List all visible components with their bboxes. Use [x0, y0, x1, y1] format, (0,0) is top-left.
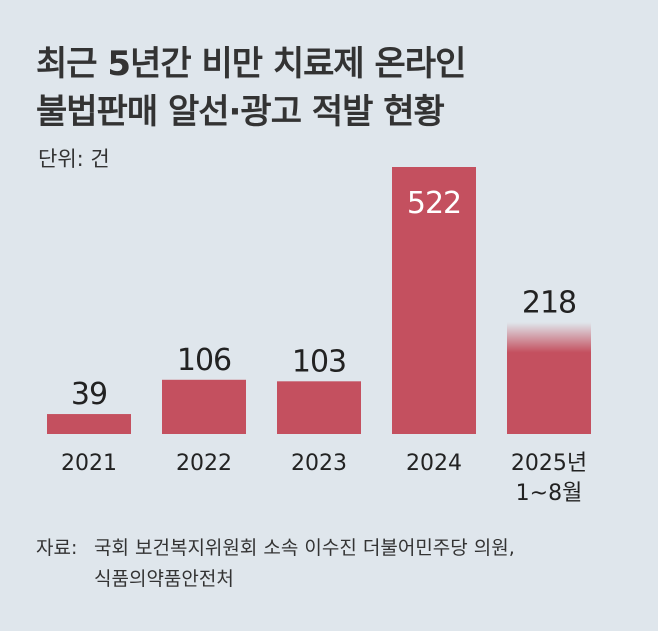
bar-2	[277, 381, 361, 434]
unit-label: 단위: 건	[38, 147, 110, 171]
value-label-4: 218	[522, 285, 576, 320]
source-line-1: 국회 보건복지위원회 소속 이수진 더불어민주당 의원,	[94, 537, 515, 559]
value-label-2: 103	[292, 344, 346, 379]
category-label-3: 2024	[406, 451, 462, 476]
source-label: 자료:	[36, 537, 78, 559]
category-label-line: 2023	[291, 451, 347, 476]
source-note: 자료: 국회 보건복지위원회 소속 이수진 더불어민주당 의원, 식품의약품안전…	[36, 533, 515, 595]
source-line-2: 식품의약품안전처	[94, 568, 234, 590]
title-line-2: 불법판매 알선·광고 적발 현황	[36, 92, 445, 132]
category-label-4: 2025년 1~8월	[511, 451, 587, 506]
category-label-line: 2021	[61, 451, 117, 476]
category-label-line: 1~8월	[516, 481, 583, 506]
bar-chart: 39 2021 106 2022 103 2023 522 2024 218 2025년 1~8월	[47, 167, 591, 506]
value-label-3: 522	[407, 186, 461, 221]
category-label-2: 2023	[291, 451, 347, 476]
category-label-line: 2024	[406, 451, 462, 476]
category-label-line: 2025년	[511, 451, 587, 476]
bar-1	[162, 379, 246, 434]
value-label-1: 106	[177, 343, 231, 378]
category-label-line: 2022	[176, 451, 232, 476]
bar-fade-4	[507, 322, 591, 353]
bar-0	[47, 414, 131, 434]
value-label-0: 39	[71, 377, 107, 412]
title-line-1: 최근 5년간 비만 치료제 온라인	[36, 44, 466, 84]
chart-title: 최근 5년간 비만 치료제 온라인 불법판매 알선·광고 적발 현황	[36, 40, 466, 136]
bar-3	[392, 167, 476, 434]
category-label-0: 2021	[61, 451, 117, 476]
category-label-1: 2022	[176, 451, 232, 476]
